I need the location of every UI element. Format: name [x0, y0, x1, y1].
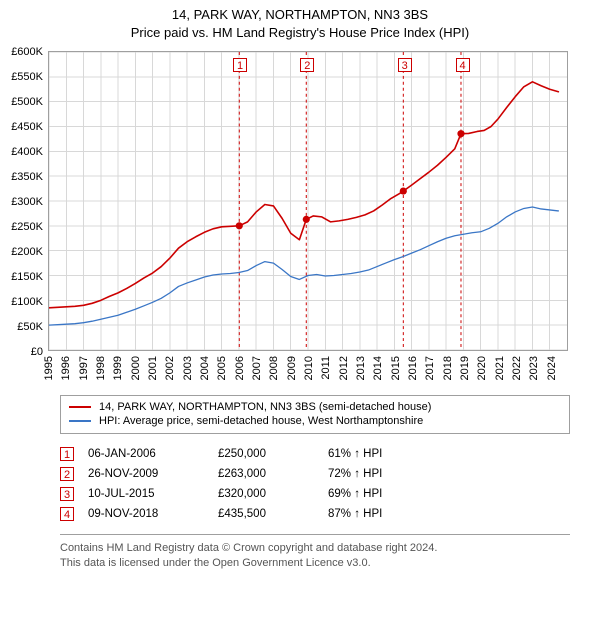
transaction-date: 26-NOV-2009 — [88, 468, 218, 480]
chart-container: £0£50K£100K£150K£200K£250K£300K£350K£400… — [48, 51, 588, 351]
event-marker-box: 4 — [456, 58, 470, 72]
page-title: 14, PARK WAY, NORTHAMPTON, NN3 3BS — [0, 6, 600, 24]
x-tick-label: 2023 — [528, 356, 540, 380]
x-tick-label: 2022 — [511, 356, 523, 380]
y-tick-label: £200K — [11, 246, 43, 258]
x-tick-label: 2010 — [303, 356, 315, 380]
y-tick-label: £0 — [31, 346, 43, 358]
x-tick-label: 2024 — [546, 356, 558, 380]
x-tick-label: 2003 — [182, 356, 194, 380]
legend-label: 14, PARK WAY, NORTHAMPTON, NN3 3BS (semi… — [99, 401, 431, 413]
transaction-date: 10-JUL-2015 — [88, 488, 218, 500]
x-tick-label: 1999 — [112, 356, 124, 380]
x-tick-label: 2002 — [164, 356, 176, 380]
event-marker-box: 2 — [300, 58, 314, 72]
x-tick-label: 2013 — [355, 356, 367, 380]
transaction-price: £435,500 — [218, 508, 328, 520]
transaction-index-box: 3 — [60, 487, 74, 501]
transactions-table: 1 06-JAN-2006£250,00061% ↑ HPI 2 26-NOV-200… — [60, 444, 570, 524]
x-tick-label: 2007 — [251, 356, 263, 380]
page-subtitle: Price paid vs. HM Land Registry's House … — [0, 24, 600, 42]
legend-label: HPI: Average price, semi-detached house,… — [99, 415, 423, 427]
x-tick-label: 2018 — [442, 356, 454, 380]
x-tick-label: 2004 — [199, 356, 211, 380]
x-tick-label: 2005 — [216, 356, 228, 380]
x-tick-label: 1995 — [43, 356, 55, 380]
y-tick-label: £350K — [11, 171, 43, 183]
transaction-hpi-delta: 72% ↑ HPI — [328, 468, 570, 480]
y-tick-label: £400K — [11, 146, 43, 158]
x-tick-label: 2021 — [494, 356, 506, 380]
x-tick-label: 2006 — [234, 356, 246, 380]
x-tick-label: 2015 — [390, 356, 402, 380]
transaction-hpi-delta: 69% ↑ HPI — [328, 488, 570, 500]
x-tick-label: 1997 — [78, 356, 90, 380]
x-tick-label: 2019 — [459, 356, 471, 380]
legend: 14, PARK WAY, NORTHAMPTON, NN3 3BS (semi… — [60, 395, 570, 434]
event-marker-box: 3 — [398, 58, 412, 72]
transaction-index-box: 1 — [60, 447, 74, 461]
y-tick-label: £300K — [11, 196, 43, 208]
x-tick-label: 2000 — [130, 356, 142, 380]
y-tick-label: £100K — [11, 296, 43, 308]
y-tick-label: £600K — [11, 46, 43, 58]
transaction-price: £320,000 — [218, 488, 328, 500]
x-tick-label: 2016 — [407, 356, 419, 380]
legend-item-property: 14, PARK WAY, NORTHAMPTON, NN3 3BS (semi… — [69, 400, 561, 414]
footer-line: Contains HM Land Registry data © Crown c… — [60, 541, 570, 556]
y-tick-label: £150K — [11, 271, 43, 283]
transaction-index-box: 4 — [60, 507, 74, 521]
chart-plot-area: £0£50K£100K£150K£200K£250K£300K£350K£400… — [48, 51, 568, 351]
y-tick-label: £450K — [11, 121, 43, 133]
x-tick-label: 2014 — [372, 356, 384, 380]
legend-swatch — [69, 406, 91, 408]
y-tick-label: £50K — [17, 321, 43, 333]
transaction-hpi-delta: 87% ↑ HPI — [328, 508, 570, 520]
x-tick-label: 2009 — [286, 356, 298, 380]
x-tick-label: 2001 — [147, 356, 159, 380]
transaction-price: £250,000 — [218, 448, 328, 460]
transaction-row: 1 06-JAN-2006£250,00061% ↑ HPI — [60, 444, 570, 464]
transaction-index-box: 2 — [60, 467, 74, 481]
transaction-row: 2 26-NOV-2009£263,00072% ↑ HPI — [60, 464, 570, 484]
legend-item-hpi: HPI: Average price, semi-detached house,… — [69, 414, 561, 428]
chart-svg — [49, 52, 567, 350]
y-tick-label: £500K — [11, 96, 43, 108]
x-tick-label: 1998 — [95, 356, 107, 380]
x-tick-label: 2017 — [424, 356, 436, 380]
x-tick-label: 2008 — [268, 356, 280, 380]
y-tick-label: £250K — [11, 221, 43, 233]
transaction-price: £263,000 — [218, 468, 328, 480]
transaction-row: 3 10-JUL-2015£320,00069% ↑ HPI — [60, 484, 570, 504]
x-tick-label: 1996 — [60, 356, 72, 380]
footer-line: This data is licensed under the Open Gov… — [60, 556, 570, 571]
x-tick-label: 2020 — [476, 356, 488, 380]
transaction-date: 09-NOV-2018 — [88, 508, 218, 520]
transaction-hpi-delta: 61% ↑ HPI — [328, 448, 570, 460]
event-marker-box: 1 — [233, 58, 247, 72]
x-tick-label: 2011 — [320, 356, 332, 380]
footer: Contains HM Land Registry data © Crown c… — [60, 534, 570, 571]
transaction-row: 4 09-NOV-2018£435,50087% ↑ HPI — [60, 504, 570, 524]
legend-swatch — [69, 420, 91, 422]
x-tick-label: 2012 — [338, 356, 350, 380]
transaction-date: 06-JAN-2006 — [88, 448, 218, 460]
y-tick-label: £550K — [11, 71, 43, 83]
